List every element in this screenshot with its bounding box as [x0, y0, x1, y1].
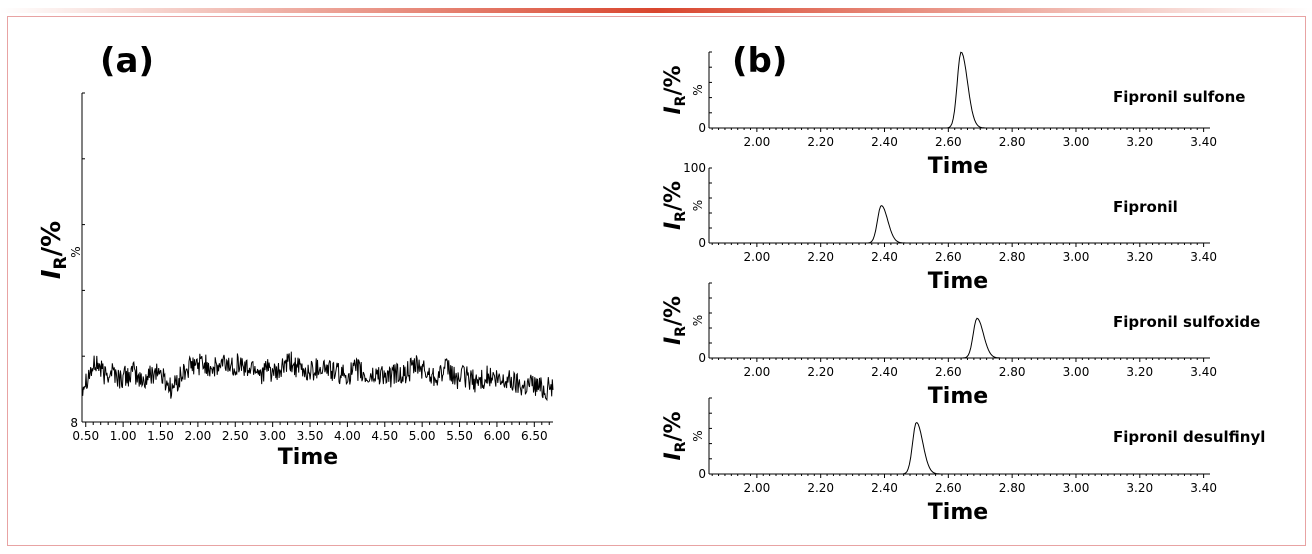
compound-label: Fipronil sulfone [1113, 88, 1245, 106]
panel-a-x-tick-label: 6.50 [521, 429, 548, 443]
trace-ylabel: IR/%% [661, 181, 705, 230]
trace-x-tick-label: 3.00 [1063, 481, 1090, 495]
trace-x-tick-label: 3.00 [1063, 135, 1090, 149]
panel-a-x-tick-label: 5.50 [446, 429, 473, 443]
trace-x-tick-label: 2.80 [999, 481, 1026, 495]
panel-a-ylabel: IR/% % [37, 221, 83, 279]
panel-a-x-tick-label: 4.50 [371, 429, 398, 443]
svg-text:%: % [691, 200, 705, 211]
trace-x-tick-label: 3.40 [1190, 135, 1217, 149]
trace-x-tick-label: 2.40 [871, 481, 898, 495]
trace-x-tick-label: 2.80 [999, 250, 1026, 264]
panel-a-ylabel-sub: R [51, 256, 71, 269]
trace-x-tick-label: 2.80 [999, 365, 1026, 379]
svg-text:%: % [691, 84, 705, 95]
panel-a-ylabel-symbol: I [37, 269, 67, 279]
svg-text:IR/%: IR/% [661, 296, 689, 345]
trace-ylabel: IR/%% [661, 296, 705, 345]
panel-a-x-tick-label: 5.00 [409, 429, 436, 443]
panel-a-x-tick-label: 1.50 [147, 429, 174, 443]
trace-x-tick-label: 2.60 [935, 481, 962, 495]
trace-x-tick-label: 3.40 [1190, 481, 1217, 495]
trace-peak-line [709, 421, 1210, 475]
trace-peak-line [709, 51, 1210, 129]
trace-y-tick-label: 100 [683, 161, 706, 175]
svg-text:%: % [691, 430, 705, 441]
trace-xlabel: Time [928, 384, 988, 409]
trace-x-tick-label: 2.40 [871, 135, 898, 149]
svg-text:IR/%: IR/% [661, 181, 689, 230]
panel-a-x-tick-label: 4.00 [334, 429, 361, 443]
trace-x-tick-label: 2.60 [935, 135, 962, 149]
trace-x-tick-label: 3.20 [1126, 481, 1153, 495]
panel-a-x-tick-label: 6.00 [484, 429, 511, 443]
trace-panel-3: 0 2.00 2.20 2.40 2.60 2.80 3.00 3.20 3.40 Time IR/… [661, 282, 1260, 409]
panel-a-ylabel-unit: % [69, 246, 83, 257]
trace-x-tick-label: 3.20 [1126, 250, 1153, 264]
svg-text:IR/%: IR/% [661, 65, 689, 114]
trace-xlabel: Time [928, 154, 988, 179]
figure-frame [7, 16, 1306, 546]
trace-x-tick-label: 3.40 [1190, 250, 1217, 264]
panel-a-x-tick-label: 2.00 [185, 429, 212, 443]
trace-x-tick-label: 2.20 [807, 250, 834, 264]
trace-y-tick-label: 0 [698, 236, 706, 250]
panel-a-label: (a) [100, 41, 154, 81]
trace-ylabel: IR/%% [661, 65, 705, 114]
trace-ylabel: IR/%% [661, 411, 705, 460]
trace-panel-1: 0 2.00 2.20 2.40 2.60 2.80 3.00 3.20 3.40 Time IR/… [661, 51, 1245, 179]
trace-x-tick-label: 3.00 [1063, 365, 1090, 379]
panel-a-xlabel: Time [278, 445, 338, 470]
trace-y-tick-label: 0 [698, 121, 706, 135]
trace-x-tick-label: 2.00 [744, 135, 771, 149]
trace-x-tick-label: 2.60 [935, 365, 962, 379]
trace-x-tick-label: 2.20 [807, 135, 834, 149]
trace-x-tick-label: 2.00 [744, 250, 771, 264]
panel-a-trace [81, 351, 554, 402]
svg-text:IR/%: IR/% [37, 221, 71, 279]
trace-x-tick-label: 2.00 [744, 481, 771, 495]
compound-label: Fipronil sulfoxide [1113, 313, 1260, 331]
panel-a-ylabel-rest: /% [37, 221, 67, 257]
trace-x-tick-label: 2.20 [807, 481, 834, 495]
trace-xlabel: Time [928, 500, 988, 525]
compound-label: Fipronil desulfinyl [1113, 428, 1265, 446]
trace-y-tick-label: 0 [698, 467, 706, 481]
trace-x-tick-label: 2.00 [744, 365, 771, 379]
panel-a-x-tick-label: 3.00 [259, 429, 286, 443]
svg-text:%: % [691, 315, 705, 326]
panel-b: (b) 0 2.00 2.20 2.40 2.60 2.80 3.00 3.20 3.40 Tim… [661, 41, 1265, 525]
top-gradient [0, 8, 1312, 13]
trace-panel-4: 0 2.00 2.20 2.40 2.60 2.80 3.00 3.20 3.40 Time IR/… [661, 397, 1265, 525]
panel-a-y-tick-label: 8 [70, 416, 78, 430]
trace-x-tick-label: 2.60 [935, 250, 962, 264]
trace-x-tick-label: 3.20 [1126, 135, 1153, 149]
panel-a-x-tick-label: 0.50 [72, 429, 99, 443]
panel-a-x-tick-label: 3.50 [297, 429, 324, 443]
panel-a-x-tick-label: 1.00 [110, 429, 137, 443]
panel-a-x-tick-label: 2.50 [222, 429, 249, 443]
svg-text:IR/%: IR/% [661, 411, 689, 460]
trace-x-tick-label: 2.20 [807, 365, 834, 379]
panel-b-label: (b) [732, 41, 787, 81]
trace-x-tick-label: 2.40 [871, 365, 898, 379]
trace-x-tick-label: 3.40 [1190, 365, 1217, 379]
trace-y-tick-label: 0 [698, 351, 706, 365]
trace-peak-line [709, 317, 1210, 359]
trace-panel-2: 0 100 2.00 2.20 2.40 2.60 2.80 3.00 3.20 3.40 Time… [661, 161, 1217, 294]
trace-x-tick-label: 2.40 [871, 250, 898, 264]
compound-label: Fipronil [1113, 198, 1178, 216]
trace-x-tick-label: 2.80 [999, 135, 1026, 149]
trace-peak-line [709, 204, 1210, 244]
trace-xlabel: Time [928, 269, 988, 294]
trace-x-tick-label: 3.20 [1126, 365, 1153, 379]
panel-a: (a) IR/% % 80.50 1.00 1.50 2.00 2.50 3.00 3.50… [37, 41, 554, 470]
trace-x-tick-label: 3.00 [1063, 250, 1090, 264]
